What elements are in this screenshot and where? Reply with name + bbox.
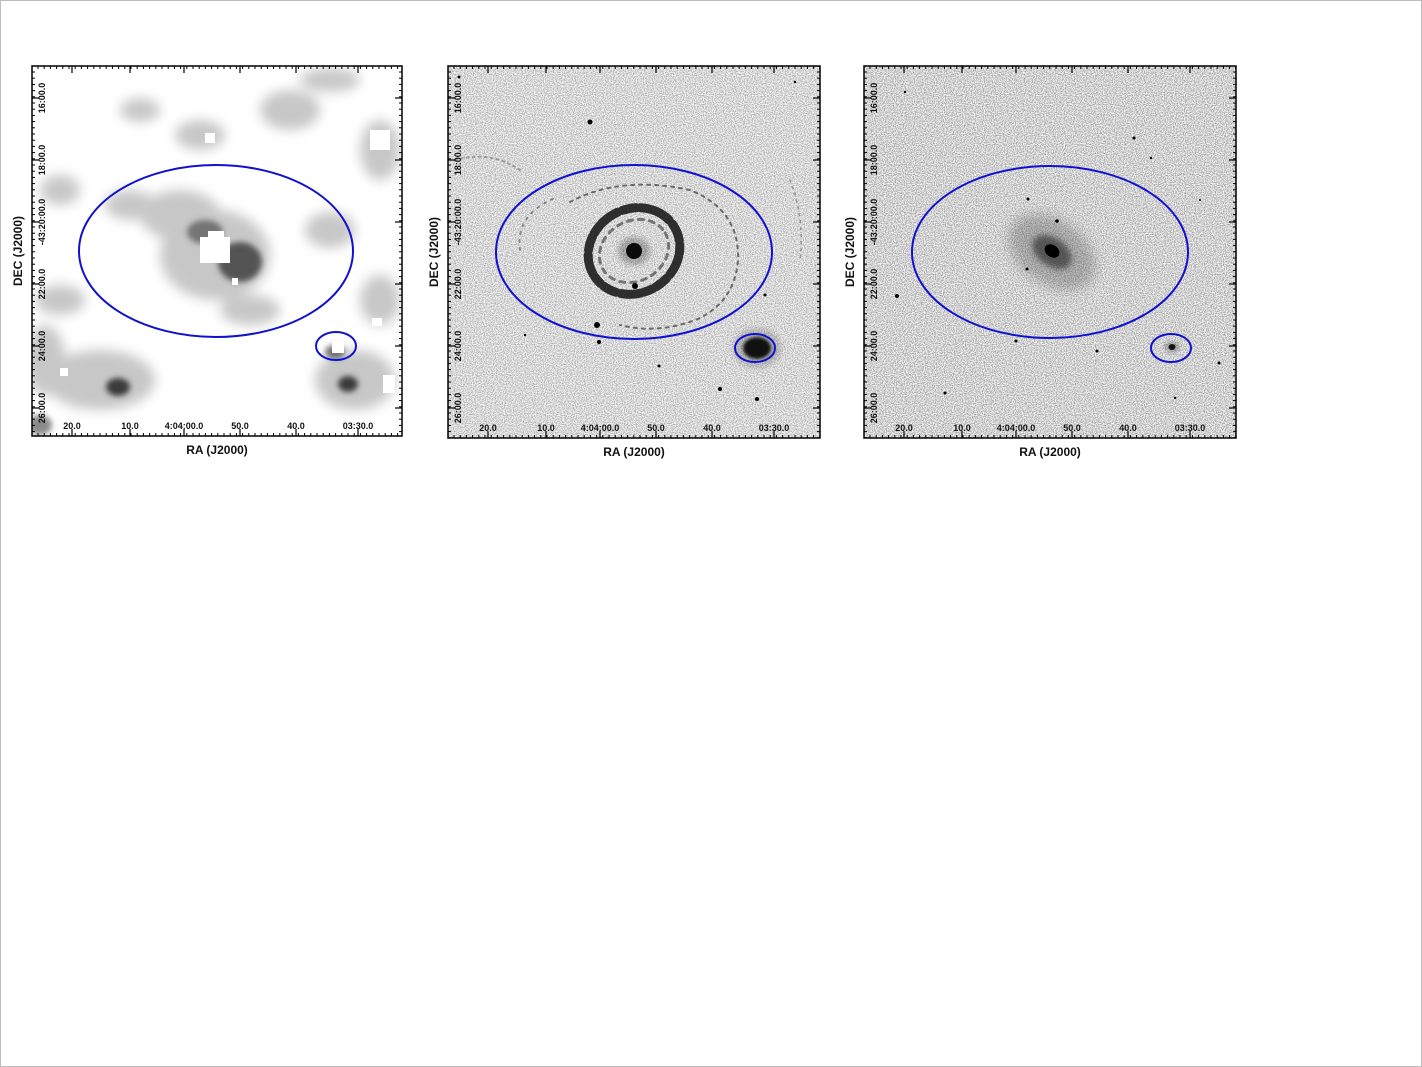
x-tick-label: 40.0 [703, 423, 721, 433]
x-tick-label: 50.0 [231, 421, 249, 431]
y-tick-label: 22:00.0 [869, 269, 879, 300]
x-tick-label: 10.0 [121, 421, 139, 431]
x-tick-label: 20.0 [895, 423, 913, 433]
x-tick-label: 10.0 [537, 423, 555, 433]
x-tick-label: 20.0 [479, 423, 497, 433]
y-tick-label: 26:00.0 [869, 393, 879, 424]
panel-2: 20.0 10.0 4:04:00.0 50.0 40.0 03:30.0 16:00.0 1… [427, 65, 821, 459]
y-tick-label: 26:00.0 [453, 393, 463, 424]
y-tick-label: -43:20:00.0 [869, 199, 879, 246]
y-tick-label: 22:00.0 [37, 269, 47, 300]
x-axis-label: RA (J2000) [1019, 445, 1081, 459]
panel-3-image [864, 66, 1236, 438]
x-tick-label: 03:30.0 [343, 421, 374, 431]
x-axis-label: RA (J2000) [186, 443, 248, 457]
x-tick-label: 4:04:00.0 [165, 421, 204, 431]
panel-3-companion-ellipse [1150, 333, 1192, 363]
panel-3-galaxy-ellipse [911, 165, 1189, 339]
panel-3: 20.0 10.0 4:04:00.0 50.0 40.0 03:30.0 16:00.0 1… [843, 65, 1237, 459]
x-tick-label: 4:04:00.0 [581, 423, 620, 433]
y-tick-label: 16:00.0 [37, 83, 47, 114]
y-tick-label: 18:00.0 [453, 145, 463, 176]
x-tick-label: 50.0 [647, 423, 665, 433]
y-tick-label: 26:00.0 [37, 393, 47, 424]
panel-1-companion-ellipse [315, 331, 357, 361]
x-tick-label: 03:30.0 [1175, 423, 1206, 433]
panel-1: 20.0 10.0 4:04:00.0 50.0 40.0 03:30.0 16:00.0 1… [11, 65, 403, 457]
panel-1-image [32, 68, 400, 435]
panel-1-axes: 20.0 10.0 4:04:00.0 50.0 40.0 03:30.0 16:00.0 1… [11, 66, 402, 457]
y-tick-label: 24:00.0 [869, 331, 879, 362]
panel-1-galaxy-ellipse [78, 164, 354, 338]
x-tick-label: 50.0 [1063, 423, 1081, 433]
y-tick-label: 18:00.0 [869, 145, 879, 176]
x-tick-label: 20.0 [63, 421, 81, 431]
y-tick-label: -43:20:00.0 [37, 199, 47, 246]
y-axis-label: DEC (J2000) [843, 217, 857, 287]
x-tick-label: 03:30.0 [759, 423, 790, 433]
y-tick-label: 18:00.0 [37, 145, 47, 176]
panel-2-axes: 20.0 10.0 4:04:00.0 50.0 40.0 03:30.0 16:00.0 1… [427, 66, 821, 459]
x-tick-label: 40.0 [1119, 423, 1137, 433]
x-tick-label: 40.0 [287, 421, 305, 431]
panel-2-image [448, 66, 820, 438]
panel-2-galaxy-ellipse [495, 164, 773, 340]
y-tick-label: 16:00.0 [453, 83, 463, 114]
y-tick-label: 24:00.0 [453, 331, 463, 362]
x-axis-label: RA (J2000) [603, 445, 665, 459]
y-tick-label: 24:00.0 [37, 331, 47, 362]
y-tick-label: 22:00.0 [453, 269, 463, 300]
x-tick-label: 4:04:00.0 [997, 423, 1036, 433]
panel-2-companion-ellipse [734, 333, 776, 363]
panel-3-axes: 20.0 10.0 4:04:00.0 50.0 40.0 03:30.0 16:00.0 1… [843, 66, 1237, 459]
y-tick-label: -43:20:00.0 [453, 199, 463, 246]
y-axis-label: DEC (J2000) [427, 217, 441, 287]
y-axis-label: DEC (J2000) [11, 216, 25, 286]
y-tick-label: 16:00.0 [869, 83, 879, 114]
x-tick-label: 10.0 [953, 423, 971, 433]
